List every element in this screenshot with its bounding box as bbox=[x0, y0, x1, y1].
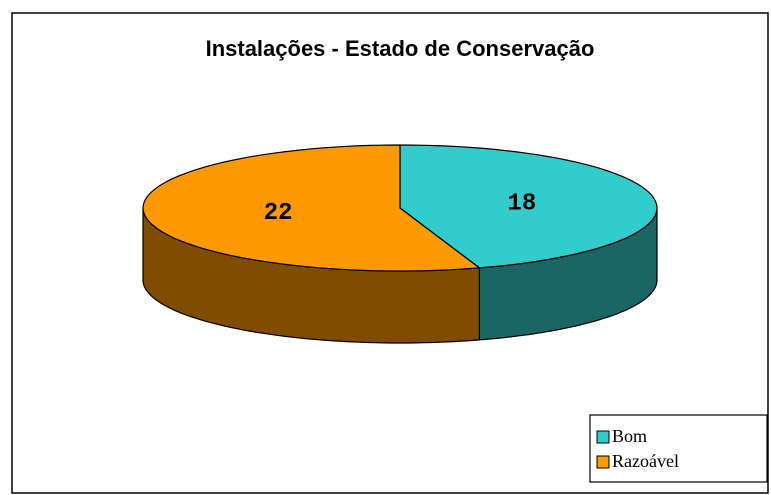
legend-swatch bbox=[596, 455, 610, 469]
legend-label: Bom bbox=[612, 426, 647, 446]
legend-swatch bbox=[596, 430, 610, 444]
chart-title: Instalações - Estado de Conservação bbox=[206, 36, 595, 61]
value-label: 18 bbox=[507, 191, 536, 218]
legend-box bbox=[589, 414, 768, 483]
slice bbox=[142, 144, 482, 272]
slice bbox=[399, 144, 658, 269]
value-label: 22 bbox=[264, 200, 293, 227]
legend-label: Razoável bbox=[612, 451, 679, 471]
